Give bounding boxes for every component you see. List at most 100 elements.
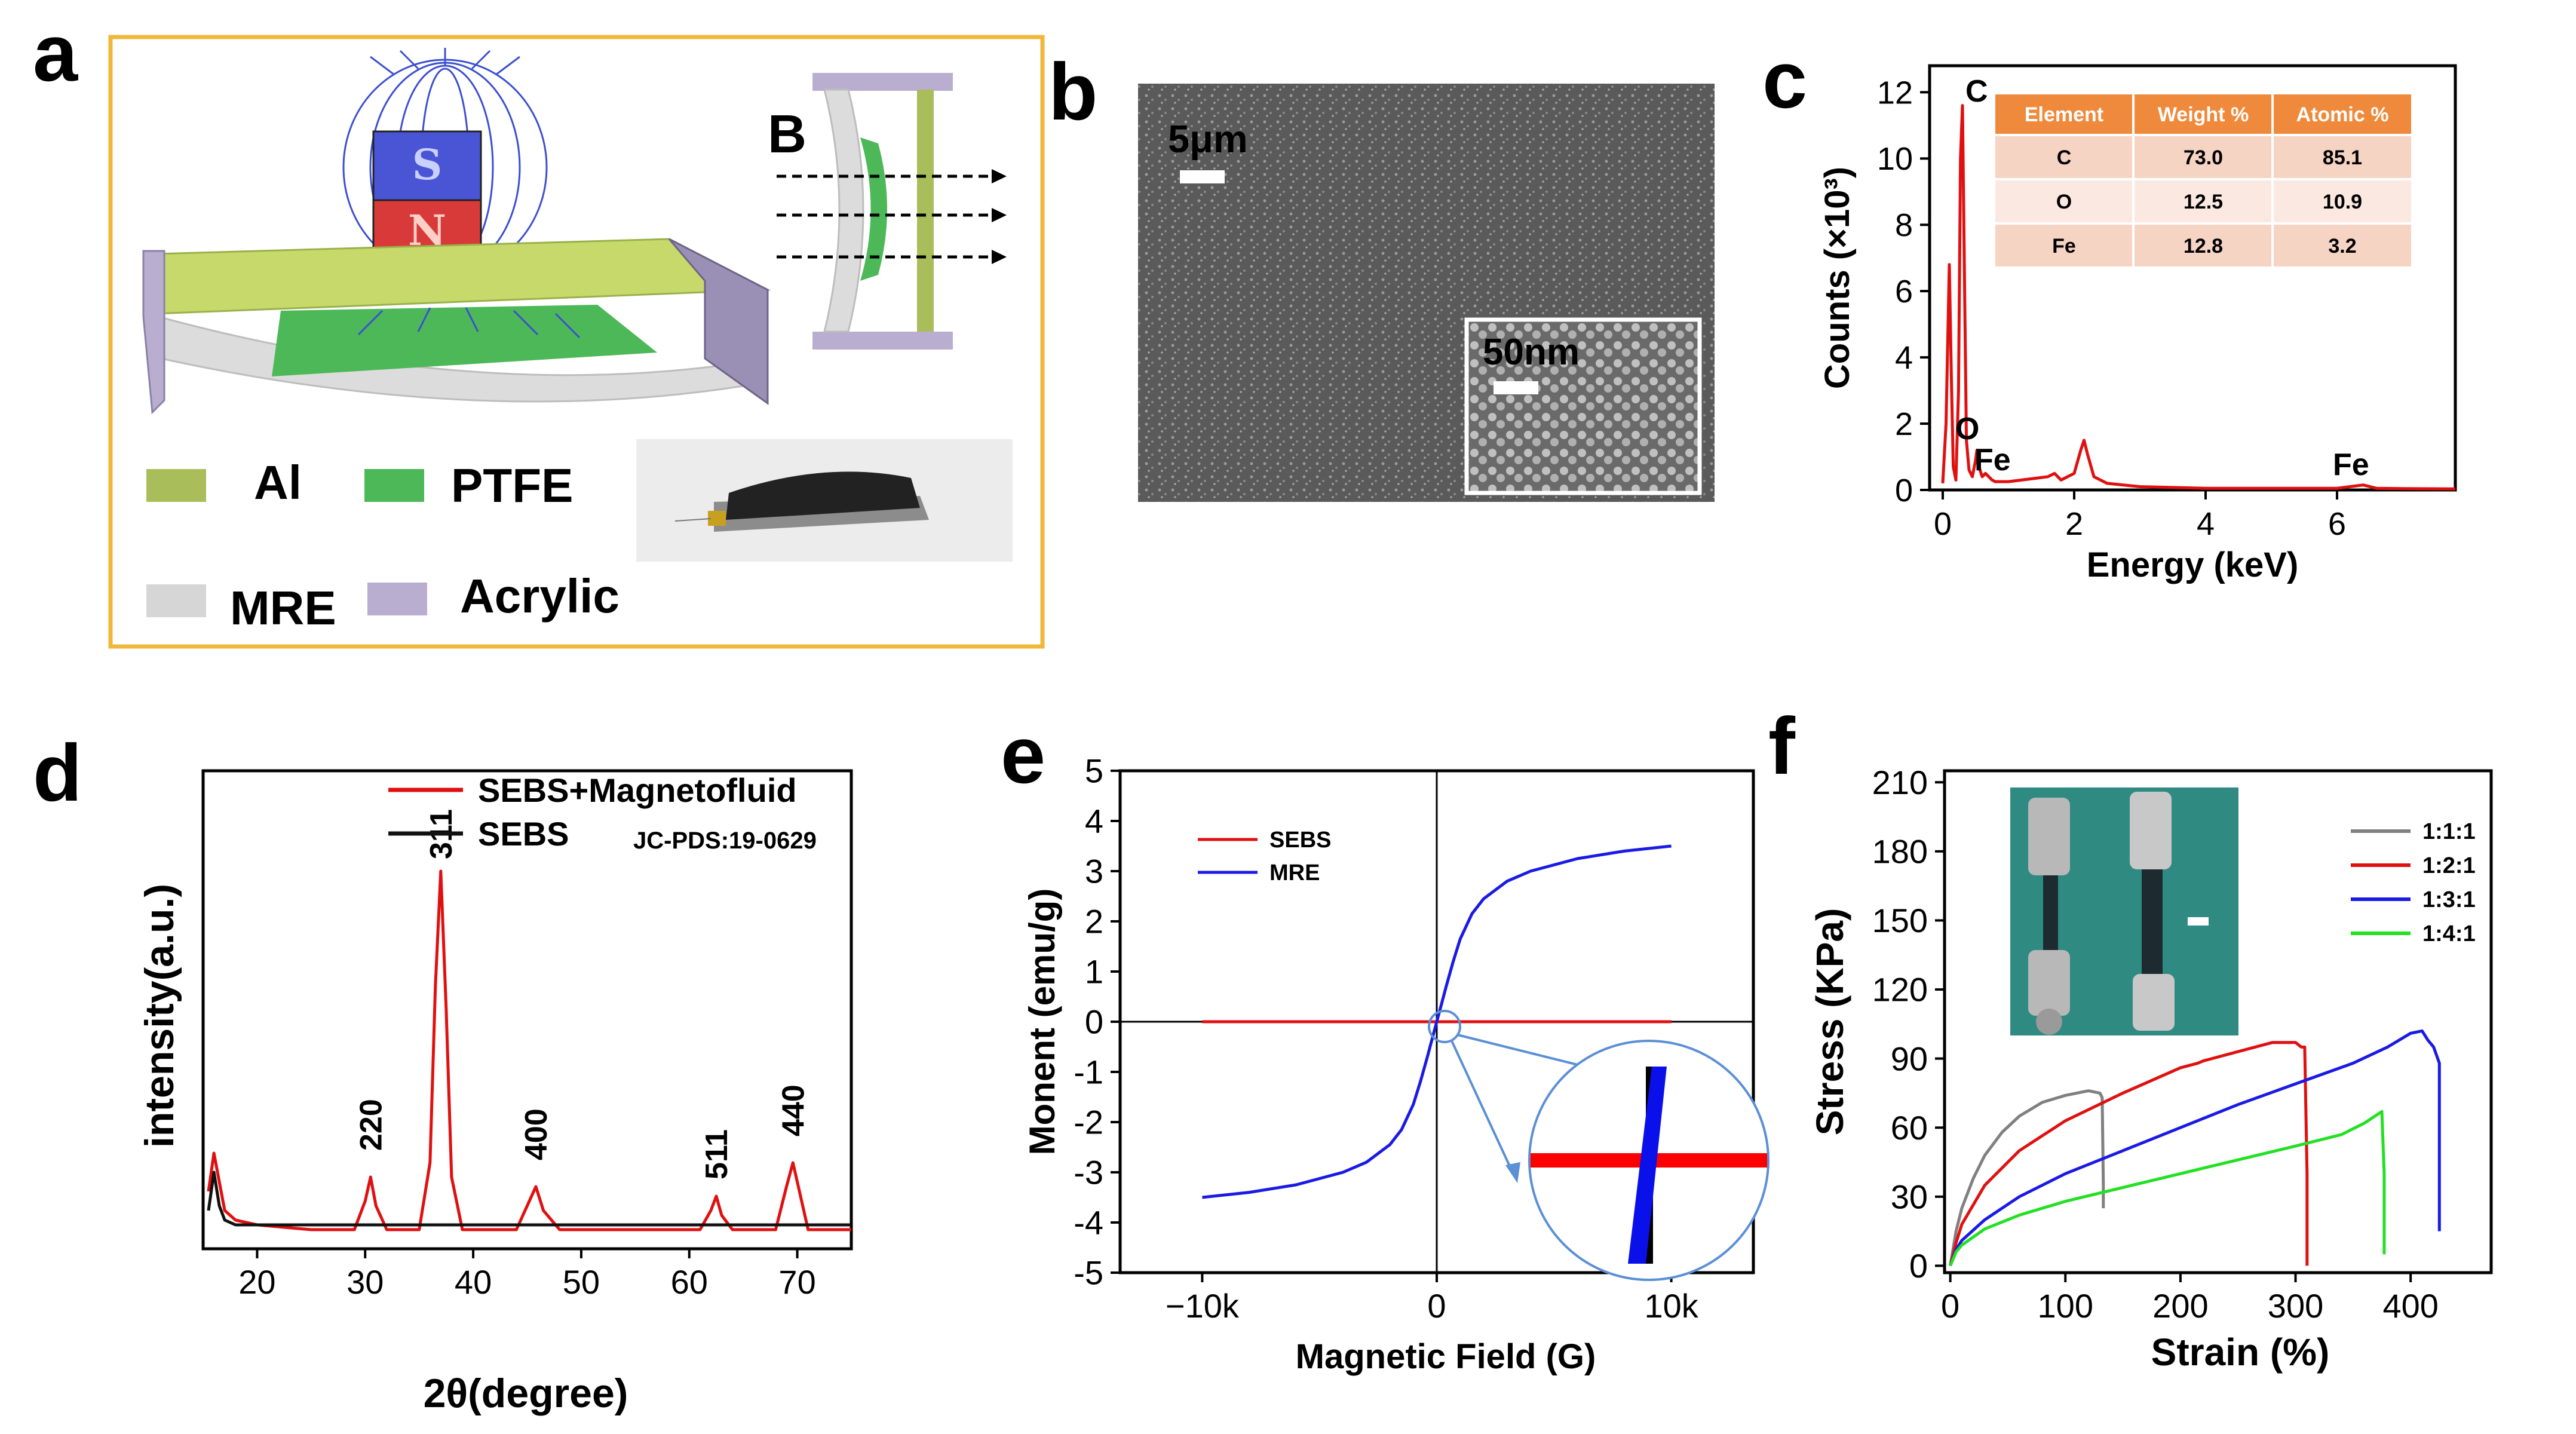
panel-letter-e: e (1001, 710, 1045, 800)
x-tick-label: 0 (1934, 506, 1952, 542)
y-tick-label: -3 (1074, 1154, 1103, 1191)
x-tick-label: 70 (778, 1263, 815, 1301)
y-tick-label: 180 (1872, 832, 1928, 870)
y-tick-label: -1 (1074, 1053, 1103, 1091)
y-tick-label: 10 (1877, 141, 1913, 177)
legend-label-sebs-magnetofluid: SEBS+Magnetofluid (478, 771, 797, 809)
y-tick-label: 60 (1891, 1109, 1928, 1147)
eds-header-atomic: Atomic % (2296, 103, 2389, 126)
peak-label-c: C (1965, 74, 1988, 109)
chart-f-xlabel: Strain (%) (2151, 1331, 2330, 1374)
legend-label-sebs: SEBS (478, 815, 569, 853)
acrylic-left-support (142, 250, 165, 415)
chart-e-xlabel: Magnetic Field (G) (1296, 1337, 1596, 1376)
y-tick-label: 150 (1872, 902, 1928, 939)
peak-label-fe-2: Fe (2333, 448, 2369, 482)
y-tick-label: 12 (1877, 75, 1913, 111)
peak-label-o: O (1955, 412, 1979, 446)
series-line-eds (1941, 104, 2456, 491)
y-tick-label: 0 (1895, 473, 1913, 508)
series-line-sebs-magnetofluid (207, 869, 851, 1231)
legend-swatch-ptfe (364, 469, 424, 502)
series-line-mre (1202, 844, 1672, 1199)
legend-label-1-1-1: 1:1:1 (2422, 819, 2476, 844)
y-tick-label: 4 (1085, 802, 1103, 840)
eds-header-element: Element (2025, 103, 2103, 126)
peak-label: 400 (519, 1108, 554, 1160)
scale-label-5um: 5μm (1168, 117, 1248, 161)
peak-label: 440 (776, 1084, 811, 1136)
y-tick-label: 5 (1085, 752, 1103, 790)
y-tick-label: 0 (1909, 1247, 1928, 1285)
y-tick-label: 6 (1895, 274, 1913, 310)
eds-cell-atomic: 85.1 (2323, 146, 2362, 169)
eds-header-weight: Weight % (2158, 103, 2249, 126)
x-tick-label: 4 (2197, 506, 2215, 542)
x-tick-label: 2 (2065, 506, 2083, 542)
x-tick-label: 200 (2152, 1287, 2208, 1325)
eds-cell-element: C (2057, 146, 2072, 169)
chart-c-plot: 0 2 4 6 0 2 4 6 8 10 12 (1877, 75, 2456, 542)
ptfe-layer (272, 305, 657, 376)
field-b-label: B (768, 105, 806, 164)
chart-e-ylabel: Monent (emu/g) (1022, 888, 1062, 1156)
x-tick-label: 300 (2268, 1287, 2323, 1325)
panel-b: b 5μm 50nm (1048, 47, 1715, 502)
y-tick-label: 90 (1891, 1040, 1928, 1077)
y-tick-label: -2 (1074, 1104, 1103, 1141)
y-tick-label: 2 (1085, 903, 1103, 940)
chart-d-axes (201, 769, 853, 1251)
chart-c-axes (1928, 64, 2457, 492)
legend-label-1-3-1: 1:3:1 (2422, 887, 2476, 912)
panel-letter-f: f (1768, 701, 1796, 791)
series-line-1-1-1 (1949, 1089, 2105, 1266)
chart-d-ylabel: intensity(a.u.) (137, 884, 182, 1148)
y-tick-label: 120 (1872, 971, 1928, 1009)
peak-label: 511 (700, 1129, 734, 1179)
x-tick-label: 30 (346, 1263, 384, 1301)
x-tick-label: 50 (563, 1263, 600, 1301)
device-photo (636, 439, 1013, 562)
y-tick-label: -4 (1074, 1204, 1103, 1242)
y-tick-label: 8 (1895, 207, 1913, 243)
y-tick-label: 1 (1085, 953, 1103, 991)
panel-letter-a: a (33, 8, 78, 98)
scale-bar-5um (1180, 170, 1225, 183)
eds-cell-weight: 12.8 (2184, 235, 2223, 258)
legend-label-mre: MRE (1269, 860, 1320, 885)
y-tick-label: 210 (1872, 764, 1928, 801)
panel-letter-d: d (33, 728, 82, 818)
tensile-test-photo (2010, 788, 2238, 1035)
panel-letter-b: b (1048, 47, 1097, 137)
legend-swatch-acrylic (367, 583, 427, 615)
y-tick-label: 4 (1895, 340, 1913, 376)
y-tick-label: 30 (1891, 1178, 1928, 1215)
series-line-1-4-1 (1949, 1110, 2386, 1267)
series-line-1-3-1 (1949, 1029, 2441, 1267)
series-line-1-2-1 (1949, 1041, 2309, 1267)
eds-cell-weight: 73.0 (2184, 146, 2223, 169)
panel-a: a S N (33, 8, 1045, 649)
panel-letter-c: c (1762, 35, 1807, 125)
eds-cell-atomic: 3.2 (2328, 235, 2356, 258)
chart-e-plot: −10k 0 10k -5 -4 -3 -2 -1 0 1 2 3 4 5 (1074, 752, 1753, 1325)
scale-bar-50nm (1494, 381, 1538, 394)
series-line-sebs (207, 1171, 851, 1227)
legend-label-ptfe: PTFE (451, 459, 573, 512)
x-tick-label: 0 (1941, 1287, 1959, 1325)
legend-swatch-mre (146, 584, 206, 617)
legend-label-acrylic: Acrylic (460, 569, 620, 623)
x-tick-label: 10k (1644, 1287, 1698, 1325)
eds-table: Element Weight % Atomic % C 73.0 85.1 O … (1995, 94, 2411, 266)
panel-c: c 0 2 4 6 0 2 4 6 8 10 12 Energy (keV) Counts (×10… (1762, 35, 2457, 584)
legend-label-1-2-1: 1:2:1 (2422, 853, 2476, 878)
y-tick-label: 3 (1085, 853, 1103, 890)
peak-label-fe-1: Fe (1974, 443, 2011, 477)
eds-cell-atomic: 10.9 (2323, 191, 2362, 213)
x-tick-label: 40 (455, 1263, 492, 1301)
legend-label-mre: MRE (230, 581, 336, 635)
eds-cell-weight: 12.5 (2184, 191, 2223, 213)
